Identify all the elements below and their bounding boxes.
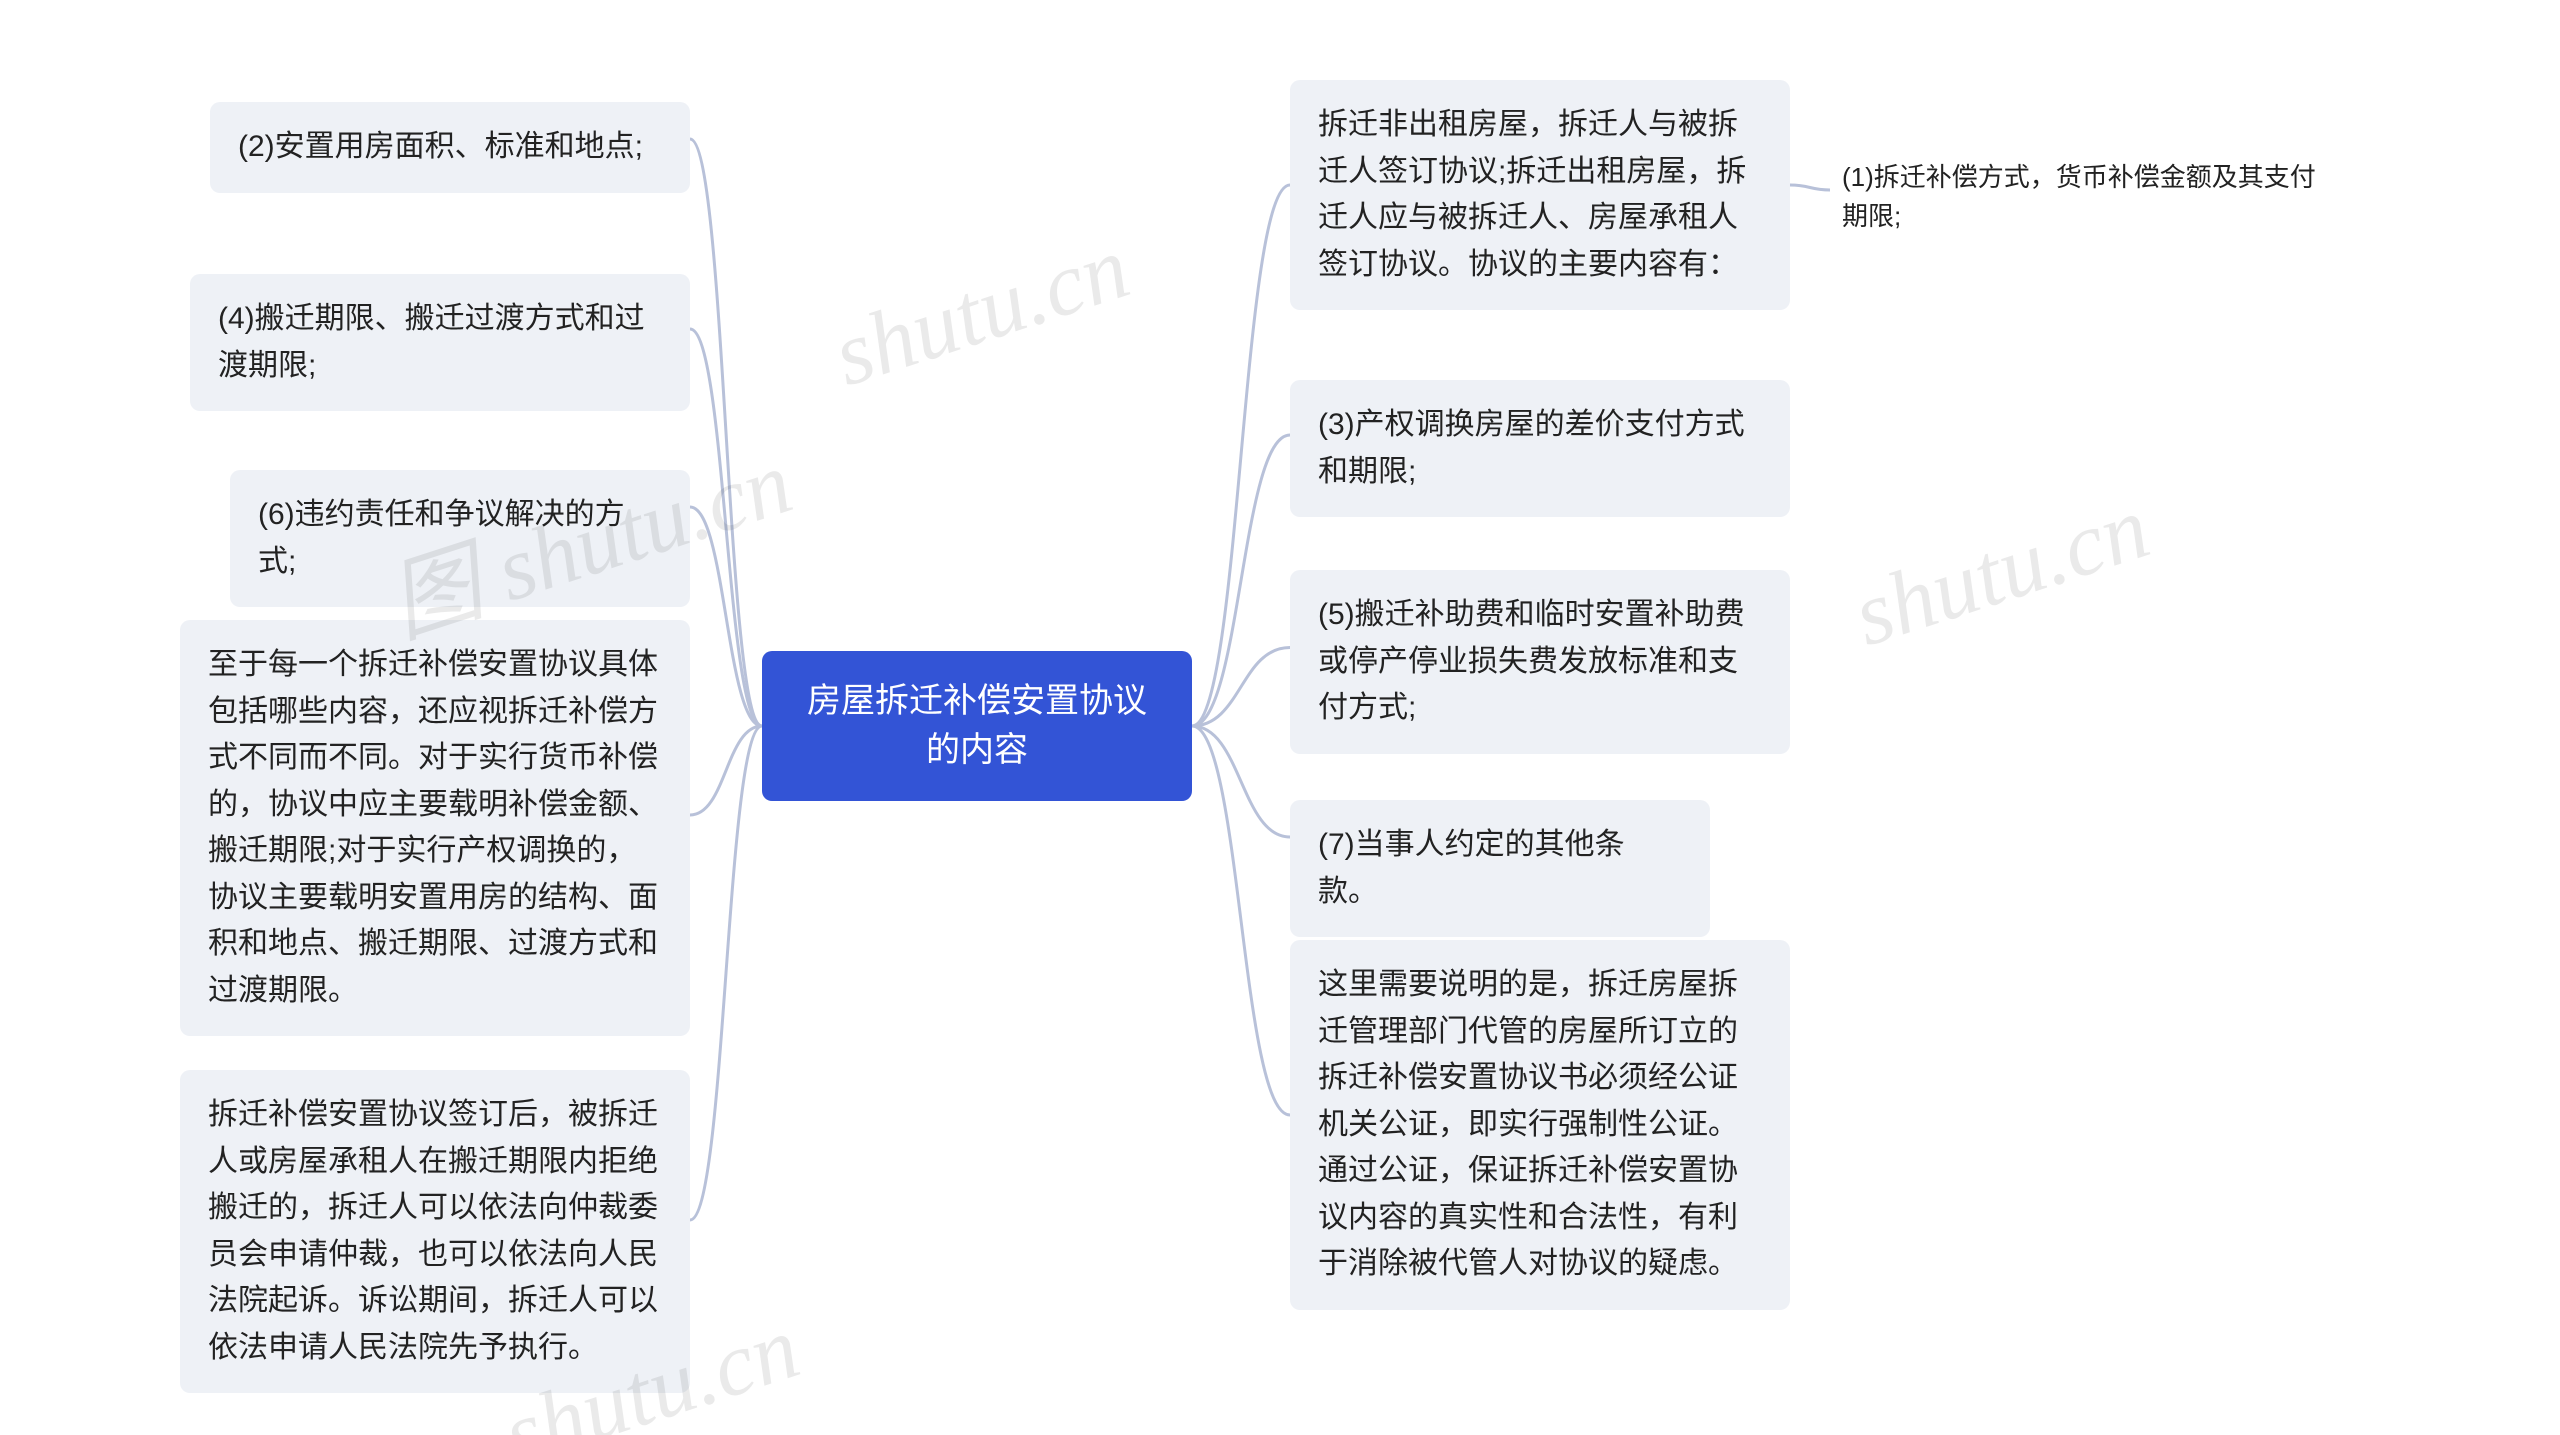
mindmap-node: (2)安置用房面积、标准和地点;	[210, 102, 690, 193]
watermark: shutu.cn	[821, 216, 1141, 407]
mindmap-node: 拆迁非出租房屋，拆迁人与被拆迁人签订协议;拆迁出租房屋，拆迁人应与被拆迁人、房屋…	[1290, 80, 1790, 310]
mindmap-node-label: (5)搬迁补助费和临时安置补助费或停产停业损失费发放标准和支付方式;	[1318, 592, 1762, 732]
mindmap-node: 这里需要说明的是，拆迁房屋拆迁管理部门代管的房屋所订立的拆迁补偿安置协议书必须经…	[1290, 940, 1790, 1310]
watermark: shutu.cn	[1841, 476, 2161, 667]
mindmap-node: 至于每一个拆迁补偿安置协议具体包括哪些内容，还应视拆迁补偿方式不同而不同。对于实…	[180, 620, 690, 1036]
mindmap-node: (1)拆迁补偿方式，货币补偿金额及其支付期限;	[1830, 150, 2350, 244]
center-node-label: 房屋拆迁补偿安置协议的内容	[792, 677, 1162, 776]
mindmap-node: (5)搬迁补助费和临时安置补助费或停产停业损失费发放标准和支付方式;	[1290, 570, 1790, 754]
mindmap-node: 拆迁补偿安置协议签订后，被拆迁人或房屋承租人在搬迁期限内拒绝搬迁的，拆迁人可以依…	[180, 1070, 690, 1393]
mindmap-node-label: (2)安置用房面积、标准和地点;	[238, 124, 643, 171]
mindmap-node-label: (6)违约责任和争议解决的方式;	[258, 492, 662, 585]
mindmap-stage: 房屋拆迁补偿安置协议的内容 (2)安置用房面积、标准和地点; (4)搬迁期限、搬迁…	[0, 0, 2560, 1435]
mindmap-node-label: (1)拆迁补偿方式，货币补偿金额及其支付期限;	[1842, 158, 2338, 236]
mindmap-node-label: (3)产权调换房屋的差价支付方式和期限;	[1318, 402, 1762, 495]
mindmap-node-label: (4)搬迁期限、搬迁过渡方式和过渡期限;	[218, 296, 662, 389]
mindmap-node: (3)产权调换房屋的差价支付方式和期限;	[1290, 380, 1790, 517]
mindmap-node-label: (7)当事人约定的其他条款。	[1318, 822, 1682, 915]
mindmap-node-label: 拆迁非出租房屋，拆迁人与被拆迁人签订协议;拆迁出租房屋，拆迁人应与被拆迁人、房屋…	[1318, 102, 1762, 288]
mindmap-node-label: 至于每一个拆迁补偿安置协议具体包括哪些内容，还应视拆迁补偿方式不同而不同。对于实…	[208, 642, 662, 1014]
mindmap-node: (4)搬迁期限、搬迁过渡方式和过渡期限;	[190, 274, 690, 411]
mindmap-node: (6)违约责任和争议解决的方式;	[230, 470, 690, 607]
mindmap-node-label: 拆迁补偿安置协议签订后，被拆迁人或房屋承租人在搬迁期限内拒绝搬迁的，拆迁人可以依…	[208, 1092, 662, 1371]
mindmap-node: (7)当事人约定的其他条款。	[1290, 800, 1710, 937]
mindmap-node-label: 这里需要说明的是，拆迁房屋拆迁管理部门代管的房屋所订立的拆迁补偿安置协议书必须经…	[1318, 962, 1762, 1288]
center-node: 房屋拆迁补偿安置协议的内容	[762, 651, 1192, 801]
